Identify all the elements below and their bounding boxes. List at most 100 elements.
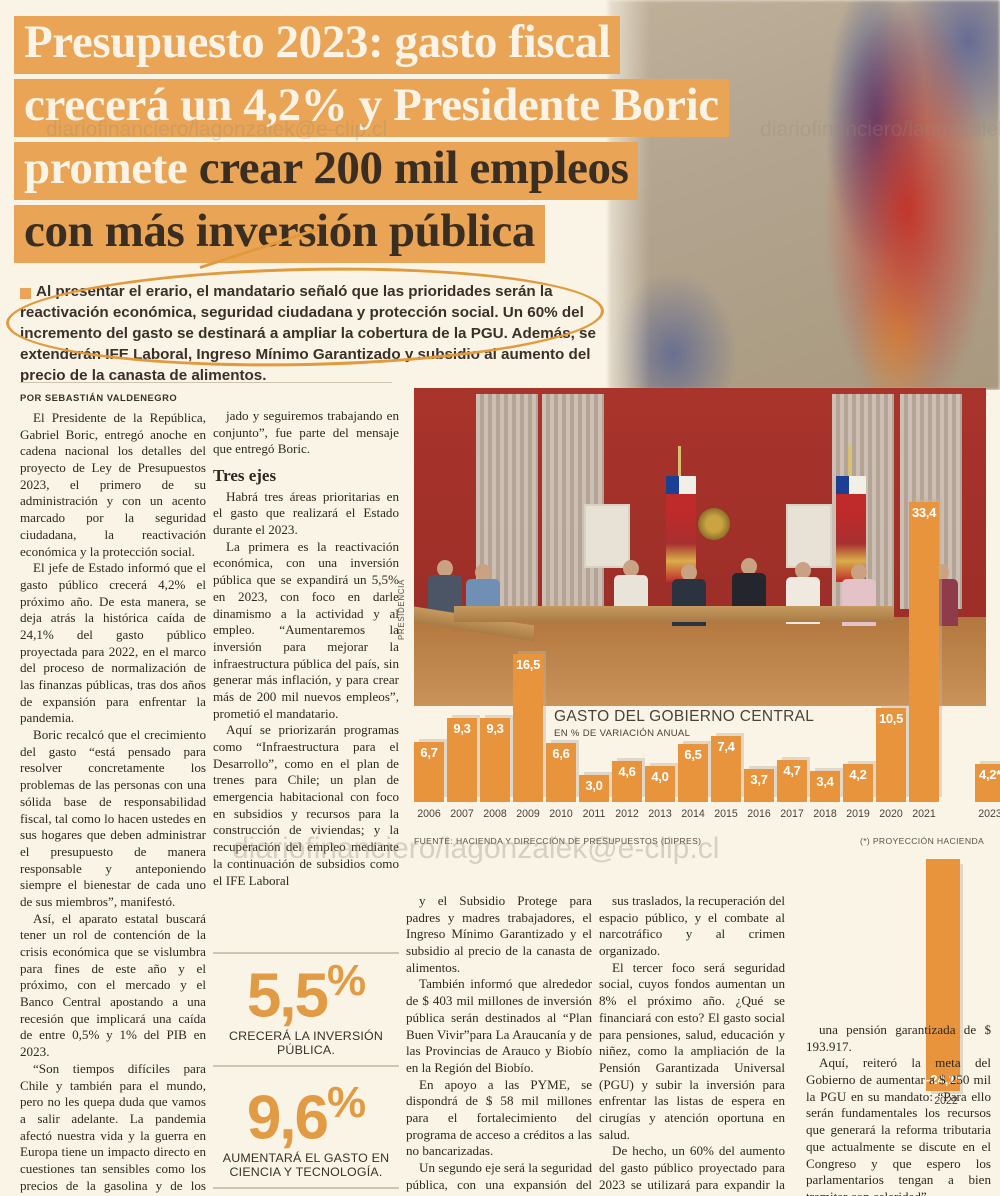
bar-label: 6,7: [420, 744, 438, 760]
bar-tick-label: 2012: [615, 808, 639, 820]
bar-label: 9,3: [486, 721, 504, 737]
chart-gasto-gobierno-central: GASTO DEL GOBIERNO CENTRAL EN % DE VARIA…: [406, 502, 1000, 860]
photo-credit: PRESIDENCIA: [397, 579, 406, 640]
paragraph: En apoyo a las PYME, se dispondrá de $ 5…: [406, 1076, 592, 1159]
bar-label: 3,7: [750, 771, 768, 787]
bar-tick-label: 2018: [813, 808, 837, 820]
chart-plot-area: 6,7 2006 9,3 2007 9,3 2008 16,5 2009 6,6 2010 3,0 2…: [406, 502, 1000, 828]
bar-tick-label: 2010: [549, 808, 573, 820]
chart-note: (*) PROYECCIÓN HACIENDA: [860, 836, 985, 846]
paragraph: La primera es la reactivación económica,…: [213, 538, 399, 721]
divider: [213, 1187, 399, 1190]
bar-tick-label: 2017: [780, 808, 804, 820]
stat-caption: CRECERÁ LA INVERSIÓN PÚBLICA.: [228, 1028, 384, 1057]
bar-tick-label: 2009: [516, 808, 540, 820]
headline: Presupuesto 2023: gasto fiscal crecerá u…: [14, 16, 914, 268]
chart-bar-2009: 16,5: [513, 653, 543, 802]
chile-coat-of-arms: [698, 508, 730, 540]
body-column-3: y el Subsidio Protege para padres y madr…: [406, 893, 592, 1196]
divider: [213, 952, 399, 954]
stat-percent-sign: %: [327, 1078, 366, 1127]
chart-bar-2013: 4,0: [645, 766, 675, 802]
chart-bar-2006: 6,7: [414, 741, 444, 802]
bar-tick-label: 2006: [417, 808, 441, 820]
bar: 3,4: [810, 771, 840, 802]
bar: 6,5: [678, 743, 708, 802]
section-heading-tres-ejes: Tres ejes: [213, 466, 277, 486]
bar-label: 4,7: [783, 762, 801, 778]
bar-tick-label: 2023: [978, 808, 1000, 820]
bar: 4,6: [612, 760, 642, 802]
chart-bar-2021: 33,4: [909, 502, 939, 802]
chart-bar-2019: 4,2: [843, 764, 873, 802]
flag-blue: [836, 476, 849, 494]
bar-label: 4,0: [651, 769, 669, 785]
paragraph: El tercer foco será seguridad social, cu…: [599, 959, 785, 1142]
bar-label: 6,5: [684, 746, 702, 762]
bar: 3,0: [579, 775, 609, 802]
paragraph: Aquí, reiteró la meta del Gobierno de au…: [806, 1055, 991, 1196]
curtain: [542, 394, 604, 609]
paragraph: Aquí se priorizarán programas como “Infr…: [213, 722, 399, 888]
bar: 10,5: [876, 707, 906, 802]
byline: POR SEBASTIÁN VALDENEGRO: [20, 392, 178, 403]
attendee-head: [475, 564, 491, 581]
chart-bar-2012: 4,6: [612, 760, 642, 802]
bar: 4,2: [843, 764, 873, 802]
stat-block-ciencia-tecnologia: 9,6% AUMENTARÁ EL GASTO EN CIENCIA Y TEC…: [213, 1081, 399, 1190]
bar-label: 33,4: [911, 505, 937, 520]
bar-label: 7,4: [717, 738, 735, 754]
chart-bar-2016: 3,7: [744, 768, 774, 802]
bar: 9,3: [447, 718, 477, 802]
chart-bar-2017: 4,7: [777, 759, 807, 802]
attendee-head: [681, 564, 697, 581]
main-photo-cabinet-meeting: [414, 388, 986, 706]
stat-value: 5,5%: [213, 959, 399, 1028]
chart-bar-2020: 10,5: [876, 707, 906, 802]
bar: 7,4: [711, 735, 741, 802]
chart-bar-2008: 9,3: [480, 718, 510, 802]
paragraph: Así, el aparato estatal buscará tener un…: [20, 910, 206, 1060]
attendee-head: [437, 560, 453, 577]
horizontal-rule: [20, 382, 392, 383]
headline-line-3-dark: crear 200 mil empleos: [198, 141, 629, 194]
chart-bar-2007: 9,3: [447, 718, 477, 802]
paragraph: El Presidente de la República, Gabriel B…: [20, 410, 206, 559]
attendee-head: [623, 560, 639, 577]
body-column-2: jado y seguiremos trabajando en conjunto…: [213, 408, 399, 889]
paragraph: y el Subsidio Protege para padres y madr…: [406, 893, 592, 975]
paragraph: jado y seguiremos trabajando en conjunto…: [213, 408, 399, 457]
attendee-head: [851, 564, 867, 581]
lead-paragraph: Al presentar el erario, el mandatario se…: [20, 283, 596, 384]
bar: 4,2*: [975, 764, 1000, 802]
chart-source: FUENTE: HACIENDA Y DIRECCIÓN DE PRESUPUE…: [414, 836, 702, 846]
bar-label: 10,5: [878, 710, 904, 726]
stat-block-inversion-publica: 5,5% CRECERÁ LA INVERSIÓN PÚBLICA.: [213, 959, 399, 1068]
bar-tick-label: 2007: [450, 808, 474, 820]
stat-caption: AUMENTARÁ EL GASTO EN CIENCIA Y TECNOLOG…: [222, 1150, 390, 1179]
chart-bar-2014: 6,5: [678, 743, 708, 802]
bar-label: 4,2: [849, 767, 867, 783]
headline-line-2: crecerá un 4,2% y Presidente Boric: [14, 78, 729, 137]
bar-tick-label: 2011: [582, 808, 606, 820]
bar: 6,6: [546, 742, 576, 802]
bar-label: 16,5: [515, 656, 541, 672]
body-column-1: El Presidente de la República, Gabriel B…: [20, 410, 206, 1196]
paragraph: De hecho, un 60% del aumento del gasto p…: [599, 1143, 785, 1196]
paragraph: Habrá tres áreas prioritarias en el gast…: [213, 488, 399, 538]
bar: -24,1*: [926, 859, 961, 1091]
flag-white: [849, 476, 866, 494]
bar: 4,0: [645, 766, 675, 802]
paragraph: Un segundo eje será la seguridad pública…: [406, 1160, 592, 1196]
bar: 16,5: [513, 653, 543, 802]
paragraph: una pensión garantizada de $ 193.917.: [806, 1022, 991, 1054]
bar-label: 3,4: [816, 774, 834, 790]
headline-line-3: promete crear 200 mil empleos: [14, 141, 639, 200]
bar-tick-label: 2013: [648, 808, 672, 820]
chart-bar-2023: 4,2*: [975, 764, 1000, 802]
attendee-head: [795, 562, 811, 579]
bar-label: 4,6: [618, 763, 636, 779]
bar-tick-label: 2020: [879, 808, 903, 820]
chart-bar-2015: 7,4: [711, 735, 741, 802]
headline-line-1: Presupuesto 2023: gasto fiscal: [14, 16, 621, 74]
